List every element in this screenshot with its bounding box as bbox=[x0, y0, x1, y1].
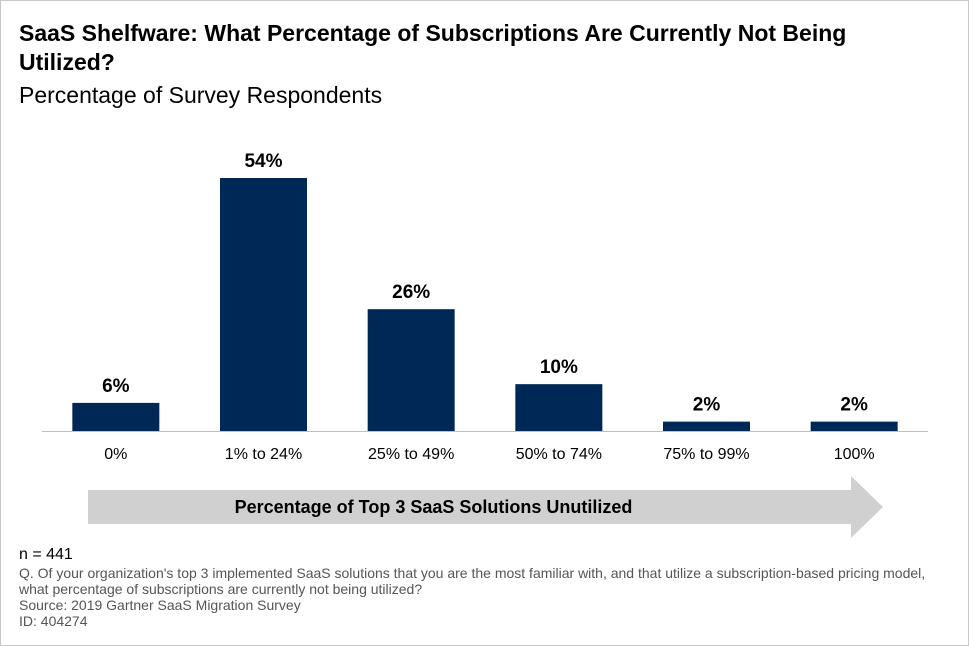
category-label-2: 25% to 49% bbox=[368, 446, 454, 463]
x-axis-banner: Percentage of Top 3 SaaS Solutions Unuti… bbox=[88, 476, 883, 538]
data-label-1: 54% bbox=[244, 151, 282, 172]
data-label-5: 2% bbox=[840, 395, 868, 416]
category-label-3: 50% to 74% bbox=[516, 446, 602, 463]
category-label-5: 100% bbox=[834, 446, 875, 463]
source-note: Source: 2019 Gartner SaaS Migration Surv… bbox=[19, 597, 301, 613]
chart-title: SaaS Shelfware: What Percentage of Subsc… bbox=[19, 20, 847, 75]
data-label-2: 26% bbox=[392, 282, 430, 303]
survey-question: Q. Of your organization's top 3 implemen… bbox=[19, 565, 926, 597]
data-label-4: 2% bbox=[693, 395, 721, 416]
chart-id: ID: 404274 bbox=[19, 613, 88, 629]
footnotes: n = 441 Q. Of your organization's top 3 … bbox=[19, 545, 949, 629]
category-labels-layer: 0% 1% to 24% 25% to 49% 50% to 74% 75% to 99… bbox=[104, 446, 874, 463]
bar-1 bbox=[220, 178, 307, 431]
category-label-4: 75% to 99% bbox=[663, 446, 749, 463]
data-label-0: 6% bbox=[102, 376, 130, 397]
bar-0 bbox=[72, 402, 160, 431]
chart-subtitle: Percentage of Survey Respondents bbox=[19, 82, 383, 108]
bar-5 bbox=[810, 421, 898, 431]
category-label-0: 0% bbox=[104, 446, 127, 463]
bar-3 bbox=[515, 384, 603, 431]
bar-4 bbox=[663, 421, 750, 431]
category-label-1: 1% to 24% bbox=[225, 446, 302, 463]
bar-2 bbox=[367, 309, 455, 431]
data-labels-layer: 6% 54% 26% 10% 2% 2% bbox=[102, 151, 868, 416]
sample-size: n = 441 bbox=[19, 546, 73, 563]
x-axis-banner-text: Percentage of Top 3 SaaS Solutions Unuti… bbox=[234, 497, 633, 517]
x-axis-arrow bbox=[88, 476, 883, 538]
data-label-3: 10% bbox=[540, 357, 578, 378]
bars-layer bbox=[72, 178, 898, 431]
